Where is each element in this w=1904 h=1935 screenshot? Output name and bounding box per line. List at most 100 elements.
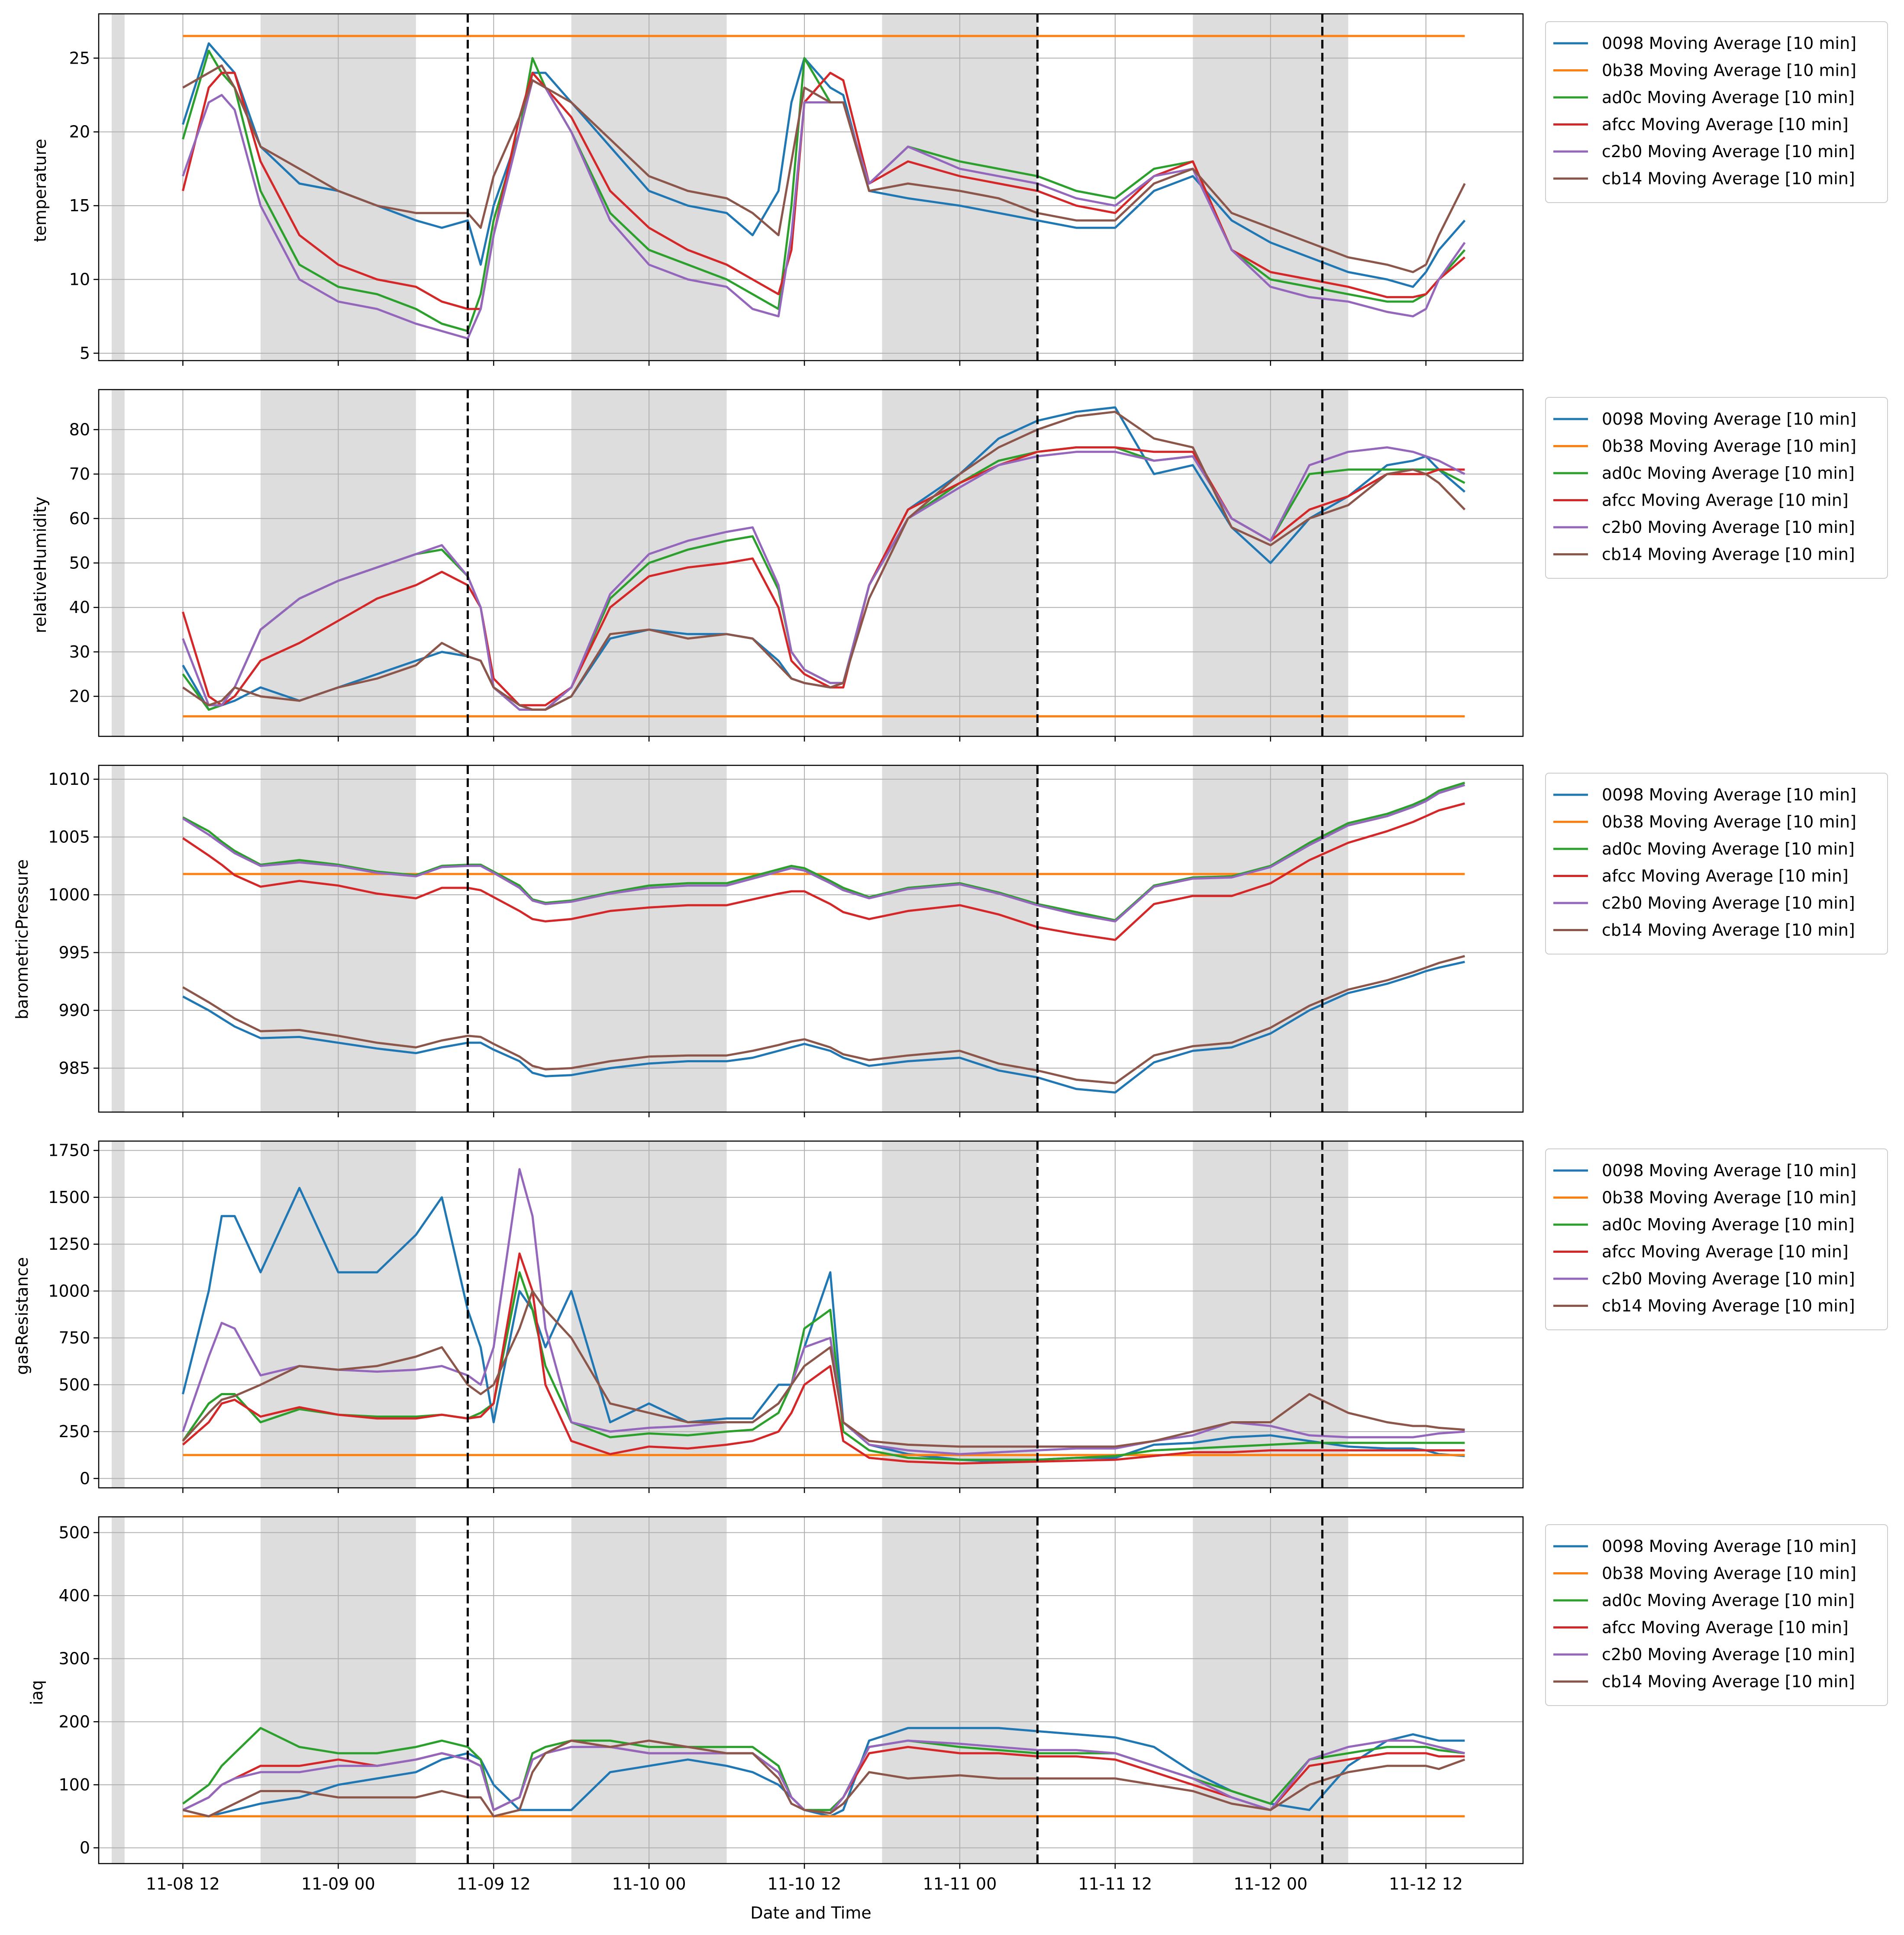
y-axis-label-gas-resistance: gasResistance (13, 1257, 32, 1375)
legend-entry-ad0c: ad0c Moving Average [10 min] (1602, 464, 1855, 483)
series-line-ad0c (182, 1727, 1465, 1811)
y-axis-label-relative-humidity: relativeHumidity (31, 497, 50, 633)
panel-relative-humidity: relativeHumidity 20 30 40 50 60 70 80 0098 Movi… (31, 389, 1888, 742)
y-tick-label: 50 (69, 554, 90, 573)
night-shading-band (111, 14, 125, 361)
night-shading-band (111, 1141, 125, 1488)
y-tick-label: 1010 (48, 770, 90, 789)
night-shading-band (111, 1517, 125, 1864)
y-tick-label: 20 (69, 687, 90, 706)
legend-entry-cb14: cb14 Moving Average [10 min] (1602, 169, 1855, 188)
series-line-0098 (182, 961, 1465, 1094)
x-tick-label: 11-09 12 (457, 1874, 531, 1893)
night-shading-band (111, 765, 125, 1112)
series-line-c2b0 (182, 79, 1466, 340)
series-line-0098 (182, 42, 1466, 288)
y-tick-label: 995 (58, 943, 90, 962)
legend-entry-0b38: 0b38 Moving Average [10 min] (1602, 813, 1856, 832)
y-axis-label-barometric-pressure: barometricPressure (13, 859, 32, 1019)
y-tick-label: 5 (80, 344, 90, 363)
y-tick-label: 0 (80, 1469, 90, 1488)
y-tick-label: 20 (69, 123, 90, 142)
series-line-0098 (182, 406, 1466, 711)
series-line-afcc (182, 1252, 1465, 1465)
series-line-cb14 (182, 955, 1465, 1084)
y-tick-label: 300 (58, 1649, 90, 1668)
x-tick-label: 11-12 12 (1389, 1874, 1463, 1893)
legend-entry-c2b0: c2b0 Moving Average [10 min] (1602, 1269, 1855, 1288)
y-tick-label: 0 (80, 1838, 90, 1858)
legend-entry-0b38: 0b38 Moving Average [10 min] (1602, 1188, 1856, 1207)
legend-entry-0b38: 0b38 Moving Average [10 min] (1602, 61, 1856, 80)
x-tick-label: 11-09 00 (301, 1874, 375, 1893)
x-axis-label: Date and Time (750, 1903, 871, 1922)
legend-entry-cb14: cb14 Moving Average [10 min] (1602, 545, 1855, 564)
y-tick-label: 1005 (48, 828, 90, 847)
legend-entry-afcc: afcc Moving Average [10 min] (1602, 491, 1849, 510)
y-axis-label-temperature: temperature (31, 139, 50, 242)
series-line-0098 (181, 1187, 1465, 1463)
series-line-c2b0 (182, 446, 1465, 711)
series-line-cb14 (182, 1739, 1465, 1818)
legend-entry-ad0c: ad0c Moving Average [10 min] (1602, 88, 1855, 107)
y-tick-label: 1750 (48, 1141, 90, 1160)
y-tick-label: 1500 (48, 1188, 90, 1207)
x-tick-label: 11-10 12 (768, 1874, 842, 1893)
legend-entry-ad0c: ad0c Moving Average [10 min] (1602, 1215, 1855, 1234)
legend-entry-afcc: afcc Moving Average [10 min] (1602, 867, 1849, 886)
panel-barometric-pressure: barometricPressure 985 990 995 1000 1005 1010… (13, 764, 1888, 1117)
y-tick-label: 15 (69, 196, 90, 215)
legend-entry-0098: 0098 Moving Average [10 min] (1602, 410, 1856, 429)
series-line-c2b0 (182, 1739, 1465, 1814)
legend-entry-afcc: afcc Moving Average [10 min] (1602, 1242, 1849, 1261)
series-line-afcc (182, 802, 1465, 941)
panel-gas-resistance: gasResistance 0 250 500 750 1000 1250 1500 1750… (13, 1140, 1888, 1493)
legend-entry-cb14: cb14 Moving Average [10 min] (1602, 1672, 1855, 1691)
x-tick-label: 11-12 00 (1233, 1874, 1307, 1893)
legend-entry-0098: 0098 Moving Average [10 min] (1602, 34, 1856, 53)
legend-entry-0b38: 0b38 Moving Average [10 min] (1602, 437, 1856, 456)
y-tick-label: 990 (58, 1001, 90, 1020)
y-tick-label: 40 (69, 598, 90, 617)
y-tick-label: 80 (69, 420, 90, 439)
y-tick-label: 1250 (48, 1235, 90, 1254)
y-tick-label: 60 (69, 509, 90, 528)
series-line-c2b0 (182, 784, 1465, 922)
y-tick-label: 400 (58, 1586, 90, 1605)
y-tick-label: 1000 (48, 885, 90, 904)
y-tick-label: 25 (69, 48, 90, 68)
legend-entry-afcc: afcc Moving Average [10 min] (1602, 115, 1849, 134)
panel-temperature: temperature 5 10 15 20 25 0098 Moving Average… (31, 13, 1888, 366)
legend-entry-0098: 0098 Moving Average [10 min] (1602, 785, 1856, 804)
series-line-ad0c (182, 781, 1465, 922)
legend-box (1545, 397, 1888, 579)
y-tick-label: 750 (58, 1329, 90, 1348)
plot-frame (98, 13, 1524, 361)
panel-iaq: iaq 0 100 200 300 400 500 11-08 12 11-09 00 11-0… (27, 1516, 1888, 1893)
y-tick-label: 200 (58, 1712, 90, 1731)
series-line-cb14 (182, 410, 1466, 711)
legend-entry-ad0c: ad0c Moving Average [10 min] (1602, 1591, 1855, 1610)
y-tick-label: 70 (69, 464, 90, 484)
legend-entry-ad0c: ad0c Moving Average [10 min] (1602, 839, 1855, 858)
plot-frame (98, 1516, 1524, 1864)
y-tick-label: 250 (58, 1422, 90, 1441)
x-tick-label: 11-11 00 (923, 1874, 997, 1893)
y-tick-label: 500 (58, 1523, 90, 1542)
legend-entry-0098: 0098 Moving Average [10 min] (1602, 1537, 1856, 1556)
x-tick-label: 11-08 12 (146, 1874, 220, 1893)
plot-frame (98, 1140, 1524, 1489)
y-tick-label: 985 (58, 1059, 90, 1078)
x-tick-label: 11-11 12 (1078, 1874, 1152, 1893)
legend-entry-0b38: 0b38 Moving Average [10 min] (1602, 1564, 1856, 1583)
series-line-afcc (181, 71, 1466, 310)
series-line-cb14 (182, 64, 1466, 273)
legend-box (1545, 1148, 1888, 1330)
x-tick-label: 11-10 00 (612, 1874, 686, 1893)
legend-entry-cb14: cb14 Moving Average [10 min] (1602, 1296, 1855, 1316)
series-line-ad0c (182, 1271, 1465, 1461)
legend-entry-c2b0: c2b0 Moving Average [10 min] (1602, 893, 1855, 913)
y-tick-label: 30 (69, 642, 90, 661)
y-tick-label: 1000 (48, 1281, 90, 1300)
